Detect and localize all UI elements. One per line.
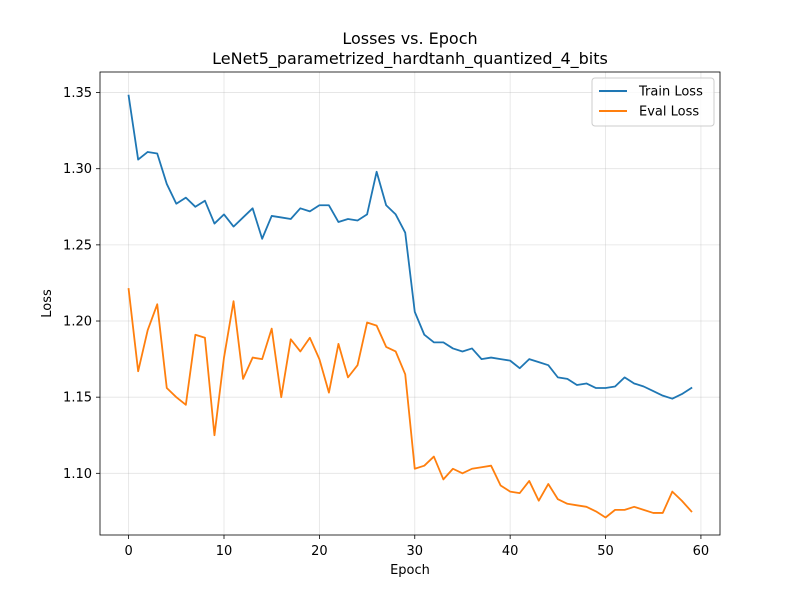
y-tick-label: 1.10 bbox=[63, 467, 92, 482]
legend: Train Loss Eval Loss bbox=[591, 77, 715, 127]
y-tick-label: 1.25 bbox=[63, 238, 92, 253]
y-tick-label: 1.30 bbox=[63, 162, 92, 177]
y-tick-label: 1.20 bbox=[63, 315, 92, 330]
axis-ticks: 0 10 20 30 40 50 60 1.10 1.15 1.20 1.25 1.30 1.35 bbox=[63, 86, 709, 559]
y-axis-label: Loss bbox=[40, 289, 55, 318]
x-tick-label: 0 bbox=[124, 544, 132, 559]
x-tick-label: 20 bbox=[311, 544, 328, 559]
series-line-train-loss bbox=[127, 94, 693, 400]
x-tick-label: 10 bbox=[216, 544, 233, 559]
chart-title: Losses vs. Epoch bbox=[342, 29, 477, 48]
chart-subtitle: LeNet5_parametrized_hardtanh_quantized_4… bbox=[212, 49, 608, 69]
plot-frame bbox=[99, 71, 721, 536]
y-tick-label: 1.15 bbox=[63, 391, 92, 406]
legend-label-eval-loss: Eval Loss bbox=[639, 105, 699, 120]
x-axis-label: Epoch bbox=[390, 563, 430, 578]
legend-label-train-loss: Train Loss bbox=[638, 85, 703, 100]
series-lines bbox=[127, 94, 693, 519]
x-tick-label: 60 bbox=[693, 544, 710, 559]
x-tick-label: 30 bbox=[406, 544, 423, 559]
grid bbox=[100, 72, 720, 535]
x-tick-label: 40 bbox=[502, 544, 519, 559]
series-line-eval-loss bbox=[127, 288, 693, 519]
y-tick-label: 1.35 bbox=[63, 86, 92, 101]
x-tick-label: 50 bbox=[597, 544, 614, 559]
